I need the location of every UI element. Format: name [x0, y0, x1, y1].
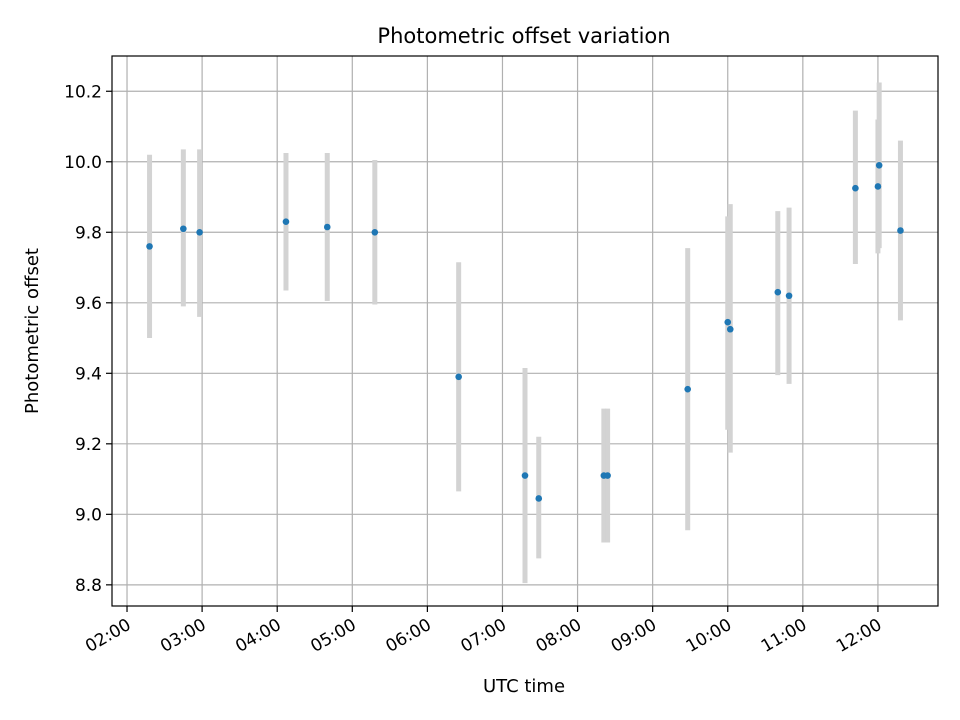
y-tick-label: 9.0 — [75, 505, 102, 525]
data-point — [180, 225, 187, 233]
data-point — [726, 325, 734, 333]
data-point — [774, 288, 782, 296]
y-axis-label: Photometric offset — [22, 248, 43, 414]
y-tick-label: 9.4 — [75, 364, 102, 384]
data-point — [897, 227, 904, 234]
data-point — [196, 228, 203, 236]
data-point — [604, 472, 611, 479]
data-point — [455, 373, 462, 381]
y-tick-label: 9.6 — [75, 294, 102, 314]
data-point — [684, 385, 691, 393]
data-points — [146, 161, 904, 502]
data-point — [146, 243, 153, 250]
data-point — [875, 161, 883, 169]
data-point — [874, 183, 882, 190]
data-point — [724, 318, 732, 326]
y-tick-label: 10.0 — [64, 153, 102, 173]
data-point — [535, 495, 543, 502]
data-point — [282, 218, 290, 226]
data-point — [521, 472, 529, 479]
data-point — [852, 184, 859, 192]
axes-frame — [111, 55, 939, 607]
data-point — [371, 228, 379, 236]
y-tick-label: 9.8 — [75, 223, 102, 243]
x-axis-label: UTC time — [483, 676, 565, 697]
data-point — [785, 292, 793, 300]
y-ticks: 8.8 9.0 9.2 9.4 9.6 9.8 10.0 10.2 — [64, 82, 112, 596]
y-tick-label: 8.8 — [75, 576, 102, 596]
y-tick-label: 9.2 — [75, 435, 102, 455]
chart-title: Photometric offset variation — [377, 24, 670, 48]
y-tick-label: 10.2 — [64, 82, 102, 102]
data-point — [323, 223, 331, 231]
